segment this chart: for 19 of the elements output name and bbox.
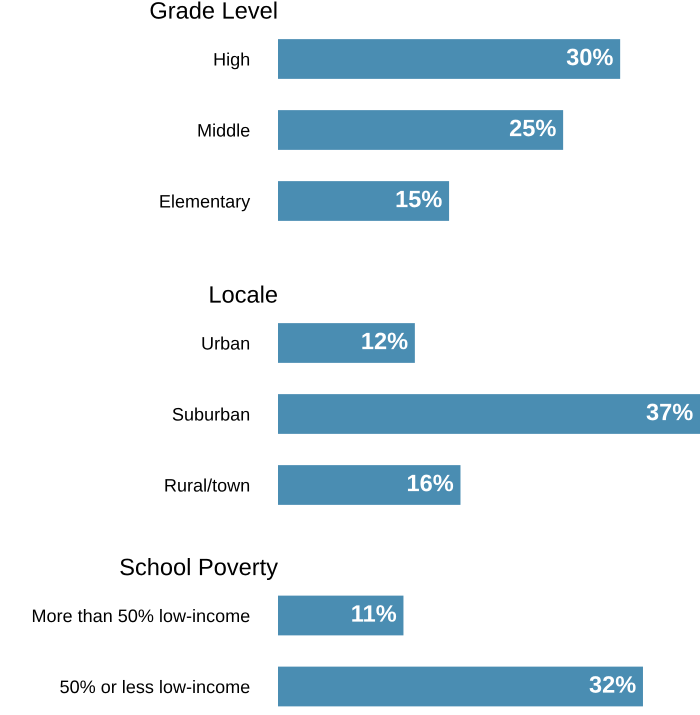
data-label: 37%	[646, 404, 693, 420]
data-label: 30%	[566, 48, 613, 66]
data-label: 11%	[352, 605, 396, 622]
data-label: 15%	[396, 190, 442, 208]
y-tick-label: 50% or less low-income	[60, 680, 250, 694]
y-tick-label: Rural/town	[165, 478, 250, 492]
y-tick-label: Elementary	[160, 194, 250, 212]
y-tick-label: Suburban	[172, 407, 250, 421]
chart-title: Grade Level	[150, 1, 276, 19]
data-label: 12%	[362, 332, 408, 350]
data-label: 32%	[590, 676, 636, 693]
chart-title: Locale	[210, 285, 277, 303]
y-tick-label: Middle	[198, 123, 250, 137]
data-label: 16%	[408, 474, 454, 492]
y-tick-label: High	[214, 52, 250, 70]
y-tick-label: More than 50% low-income	[32, 608, 250, 622]
chart-title: School Poverty	[120, 558, 278, 580]
y-tick-label: Urban	[202, 336, 250, 350]
data-label: 25%	[510, 120, 556, 136]
